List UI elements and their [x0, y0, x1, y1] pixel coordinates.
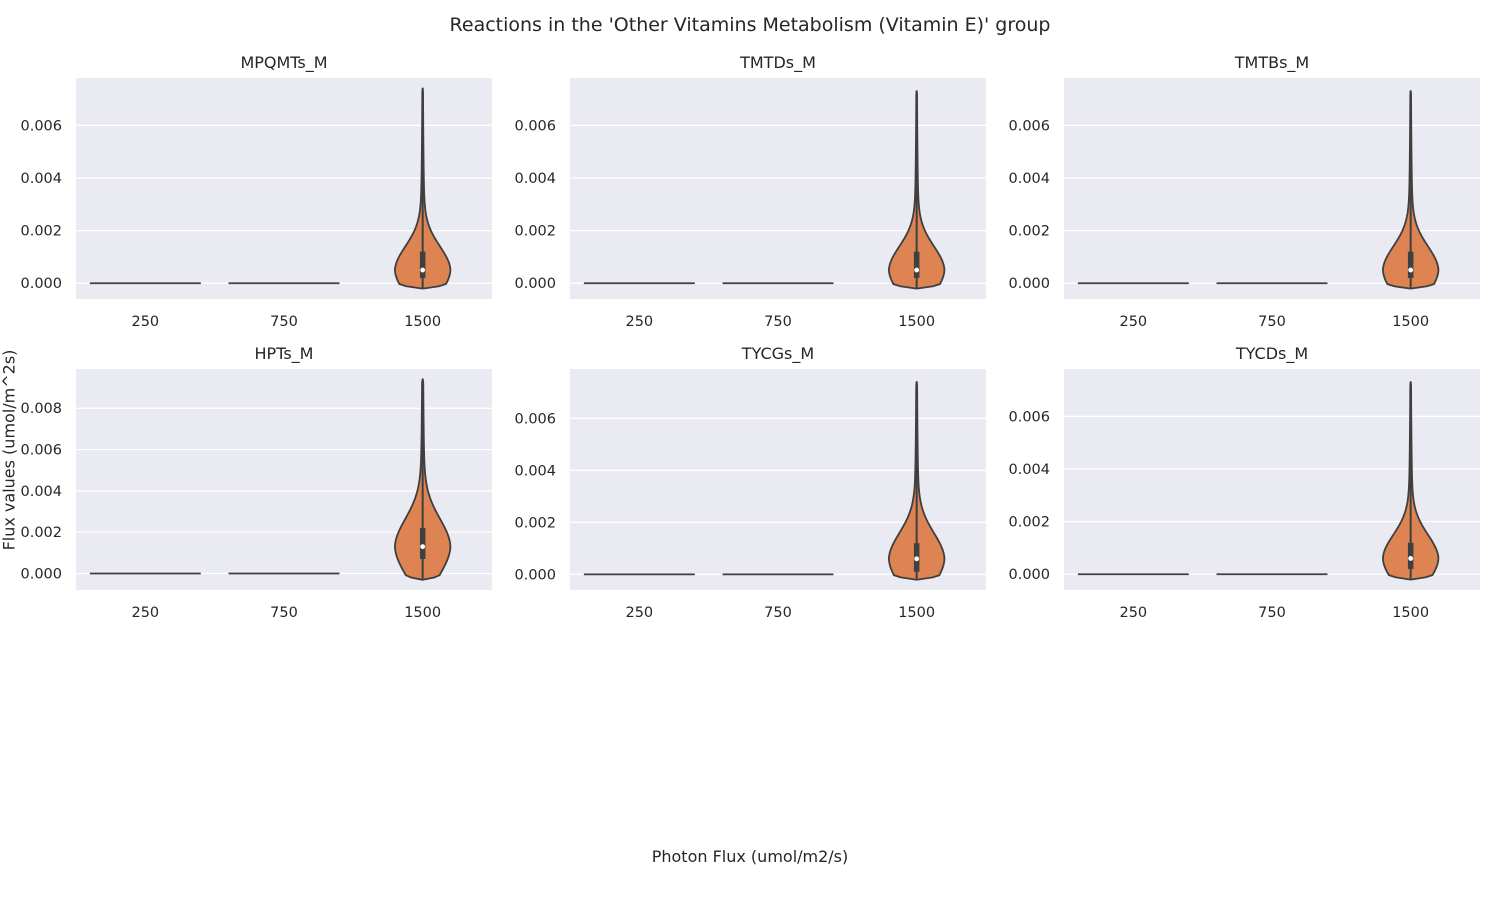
- subplot-2: 0.000 0.002 0.004 0.006 250 750 1500 TMTDs_M: [514, 53, 986, 330]
- violin-1500: [394, 87, 452, 290]
- x-axis-label: Photon Flux (umol/m2/s): [651, 847, 849, 866]
- subplot-title: MPQMTs_M: [240, 53, 327, 73]
- y-tick-label: 0.006: [20, 118, 62, 134]
- y-tick-label: 0.004: [514, 463, 556, 479]
- y-tick-label: 0.002: [514, 515, 556, 531]
- x-tick-label: 1500: [404, 605, 441, 621]
- subplot-3: 0.000 0.002 0.004 0.006 250 750 1500 TMTBs_M: [1008, 53, 1480, 330]
- y-tick-label: 0.004: [1008, 462, 1050, 478]
- violin-1500: [1382, 90, 1440, 290]
- y-tick-label: 0.000: [514, 276, 556, 292]
- y-tick-label: 0.008: [20, 401, 62, 417]
- y-tick-label: 0.004: [514, 171, 556, 187]
- x-tick-label: 1500: [898, 314, 935, 330]
- y-tick-label: 0.002: [20, 224, 62, 240]
- x-tick-label: 250: [1119, 605, 1147, 621]
- x-tick-label: 1500: [404, 314, 441, 330]
- x-tick-label: 750: [764, 314, 792, 330]
- subplot-title: HPTs_M: [255, 344, 314, 364]
- violin-1500: [888, 90, 946, 290]
- figure-title: Reactions in the 'Other Vitamins Metabol…: [449, 14, 1051, 36]
- subplot-4: 0.000 0.002 0.004 0.006 0.008 250 750 1500 HPTs_…: [20, 344, 492, 621]
- y-tick-label: 0.004: [20, 171, 62, 187]
- x-tick-label: 750: [270, 605, 298, 621]
- x-tick-label: 250: [131, 314, 159, 330]
- x-tick-label: 1500: [1392, 314, 1429, 330]
- subplot-5: 0.000 0.002 0.004 0.006 250 750 1500 TYCGs_M: [514, 344, 986, 621]
- y-tick-label: 0.006: [20, 443, 62, 459]
- x-tick-label: 250: [1119, 314, 1147, 330]
- y-tick-label: 0.000: [1008, 276, 1050, 292]
- y-tick-label: 0.004: [1008, 171, 1050, 187]
- subplot-title: TMTBs_M: [1234, 53, 1309, 73]
- y-tick-label: 0.004: [20, 484, 62, 500]
- violin-median: [1408, 267, 1414, 273]
- x-tick-label: 750: [1258, 605, 1286, 621]
- y-tick-label: 0.006: [1008, 118, 1050, 134]
- x-tick-label: 250: [625, 605, 653, 621]
- y-tick-label: 0.000: [1008, 567, 1050, 583]
- violin-1500: [1382, 381, 1440, 581]
- subplot-title: TYCDs_M: [1235, 344, 1308, 364]
- y-tick-label: 0.002: [514, 224, 556, 240]
- y-tick-label: 0.006: [1008, 409, 1050, 425]
- x-tick-label: 250: [625, 314, 653, 330]
- x-tick-label: 1500: [898, 605, 935, 621]
- y-tick-label: 0.006: [514, 411, 556, 427]
- y-tick-label: 0.006: [514, 118, 556, 134]
- y-tick-label: 0.002: [1008, 515, 1050, 531]
- subplot-6: 0.000 0.002 0.004 0.006 250 750 1500 TYCDs_M: [1008, 344, 1480, 621]
- violin-median: [420, 544, 426, 550]
- y-tick-label: 0.000: [20, 276, 62, 292]
- x-tick-label: 750: [764, 605, 792, 621]
- violin-1500: [888, 381, 946, 581]
- y-tick-label: 0.000: [514, 567, 556, 583]
- y-tick-label: 0.002: [1008, 224, 1050, 240]
- y-tick-label: 0.002: [20, 525, 62, 541]
- x-tick-label: 1500: [1392, 605, 1429, 621]
- violin-median: [914, 267, 920, 273]
- y-tick-label: 0.000: [20, 566, 62, 582]
- violin-median: [1408, 556, 1414, 561]
- subplot-title: TYCGs_M: [741, 344, 814, 364]
- x-tick-label: 250: [131, 605, 159, 621]
- violin-median: [914, 556, 920, 562]
- violin-median: [420, 267, 426, 273]
- subplot-title: TMTDs_M: [739, 53, 816, 73]
- x-tick-label: 750: [1258, 314, 1286, 330]
- subplot-1: 0.000 0.002 0.004 0.006 250 750 1500 MPQMTs_M: [20, 53, 492, 330]
- x-tick-label: 750: [270, 314, 298, 330]
- violin-1500: [394, 378, 452, 581]
